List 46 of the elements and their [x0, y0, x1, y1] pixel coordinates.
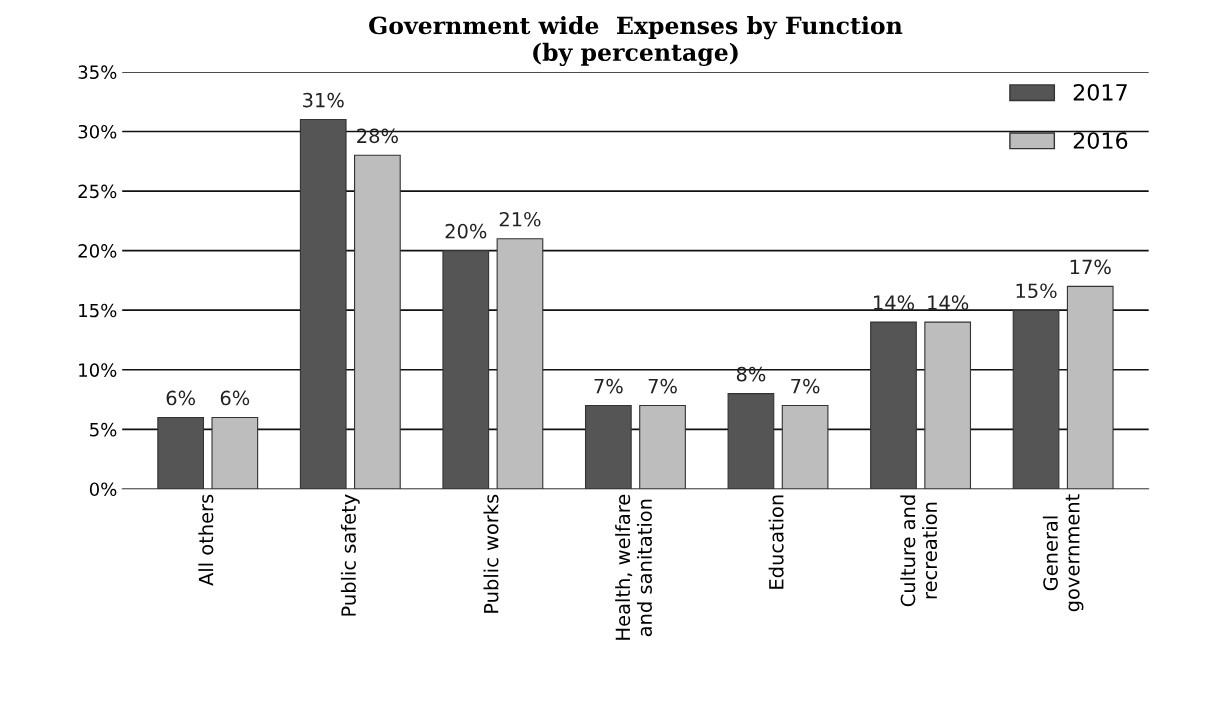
bar [584, 404, 632, 489]
data-label: 14% [874, 295, 915, 311]
chart-title: Government wide Expenses by Function (by percentage) [369, 16, 903, 67]
y-tick-label: 0% [89, 482, 117, 497]
bar [639, 404, 686, 489]
bar [354, 154, 401, 489]
bar [157, 416, 205, 489]
data-label: 17% [1070, 259, 1111, 275]
y-tick-label: 10% [79, 363, 117, 377]
x-tick-label: Culture and recreation [900, 495, 938, 607]
bar [870, 321, 917, 489]
data-label: 21% [499, 211, 541, 227]
data-label: 7% [791, 378, 820, 394]
data-label: 6% [166, 390, 195, 406]
bar [781, 404, 829, 489]
bar [211, 416, 259, 489]
y-tick-label: 25% [78, 184, 117, 199]
data-label: 8% [736, 366, 766, 382]
x-tick-label: Public safety [340, 494, 360, 616]
data-label: 31% [303, 92, 344, 108]
legend-label: 2017 [1073, 83, 1127, 101]
data-label: 14% [928, 295, 969, 311]
x-tick-label: Health, welfare and sanitation [615, 494, 652, 640]
y-tick-label: 15% [79, 303, 117, 318]
data-label: 28% [357, 128, 398, 144]
x-tick-label: All others [198, 494, 214, 586]
bar [924, 321, 972, 489]
bar [496, 238, 544, 489]
bar [1066, 285, 1114, 489]
bar [442, 250, 490, 489]
x-tick-label: General government [1042, 494, 1084, 612]
bar [727, 393, 775, 489]
data-label: 7% [648, 378, 677, 394]
legend-label: 2016 [1073, 132, 1128, 149]
y-tick-label: 20% [78, 244, 117, 258]
bar [299, 119, 347, 489]
data-label: 20% [445, 223, 487, 239]
x-tick-label: Public works [483, 494, 499, 613]
bar [1012, 309, 1060, 489]
x-tick-label: Education [768, 495, 784, 589]
y-tick-label: 35% [78, 65, 117, 80]
data-label: 15% [1016, 283, 1057, 299]
data-label: 6% [220, 390, 250, 406]
y-tick-label: 5% [90, 422, 117, 437]
data-label: 7% [594, 378, 623, 394]
y-tick-label: 30% [78, 124, 117, 139]
